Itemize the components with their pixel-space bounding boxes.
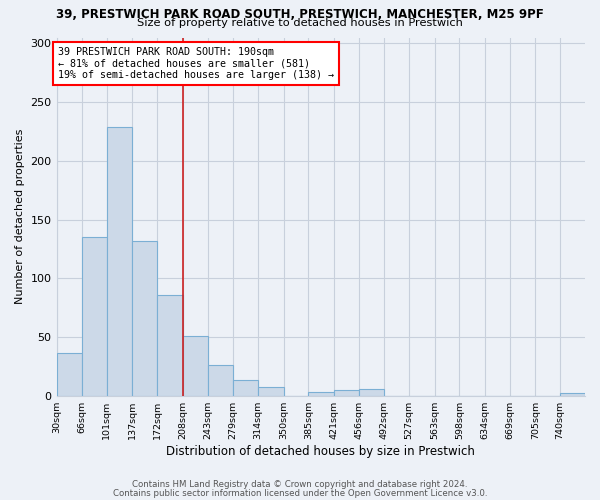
Bar: [107, 127, 133, 396]
Bar: [308, 392, 334, 396]
Bar: [82, 237, 107, 396]
Y-axis label: Number of detached properties: Number of detached properties: [15, 129, 25, 304]
Bar: [183, 336, 208, 396]
Bar: [359, 388, 384, 396]
Bar: [334, 390, 359, 396]
Text: Contains public sector information licensed under the Open Government Licence v3: Contains public sector information licen…: [113, 488, 487, 498]
Bar: [208, 365, 233, 396]
Text: Contains HM Land Registry data © Crown copyright and database right 2024.: Contains HM Land Registry data © Crown c…: [132, 480, 468, 489]
Bar: [56, 354, 82, 396]
Bar: [258, 388, 284, 396]
X-axis label: Distribution of detached houses by size in Prestwich: Distribution of detached houses by size …: [166, 444, 475, 458]
Bar: [133, 240, 157, 396]
Text: Size of property relative to detached houses in Prestwich: Size of property relative to detached ho…: [137, 18, 463, 28]
Text: 39, PRESTWICH PARK ROAD SOUTH, PRESTWICH, MANCHESTER, M25 9PF: 39, PRESTWICH PARK ROAD SOUTH, PRESTWICH…: [56, 8, 544, 20]
Bar: [233, 380, 258, 396]
Bar: [560, 394, 585, 396]
Bar: [157, 294, 183, 396]
Text: 39 PRESTWICH PARK ROAD SOUTH: 190sqm
← 81% of detached houses are smaller (581)
: 39 PRESTWICH PARK ROAD SOUTH: 190sqm ← 8…: [58, 47, 334, 80]
